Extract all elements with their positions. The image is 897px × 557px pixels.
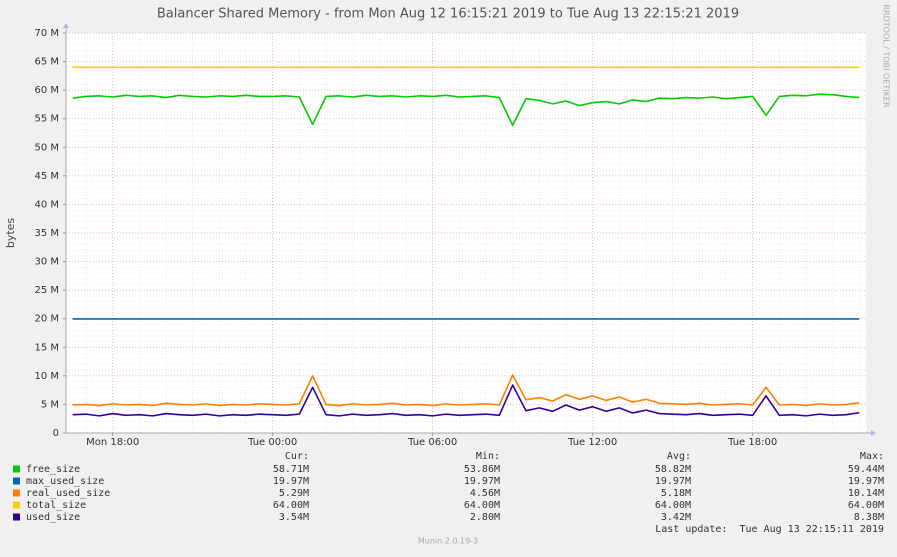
legend-label: max_used_size: [26, 476, 104, 487]
legend-stat: 10.14M: [848, 488, 884, 499]
footer: Munin 2.0.19-3: [418, 537, 478, 546]
stat-header: Cur:: [285, 451, 309, 462]
legend-stat: 5.18M: [661, 488, 691, 499]
legend-stat: 4.56M: [470, 488, 500, 499]
legend-label: used_size: [26, 512, 80, 523]
stat-header: Max:: [860, 451, 884, 462]
y-tick-label: 5 M: [41, 399, 59, 410]
legend-swatch: [13, 489, 20, 497]
legend-stat: 5.29M: [279, 488, 309, 499]
axis-arrow: [871, 430, 876, 436]
legend-stat: 2.80M: [470, 512, 500, 523]
legend-swatch: [13, 501, 20, 509]
legend-stat: 64.00M: [464, 500, 500, 511]
legend-swatch: [13, 465, 20, 473]
legend-stat: 3.54M: [279, 512, 309, 523]
legend-label: real_used_size: [26, 488, 110, 499]
y-tick-label: 30 M: [34, 257, 59, 268]
y-tick-label: 25 M: [34, 285, 59, 296]
series-line: [72, 384, 860, 417]
y-tick-label: 40 M: [34, 199, 59, 210]
chart-title: Balancer Shared Memory - from Mon Aug 12…: [157, 7, 739, 22]
x-tick-label: Tue 18:00: [727, 437, 777, 448]
y-tick-label: 55 M: [34, 114, 59, 125]
legend-swatch: [13, 513, 20, 521]
y-axis-label: bytes: [4, 218, 17, 249]
legend-stat: 19.97M: [464, 476, 500, 487]
legend-label: total_size: [26, 500, 86, 511]
legend-stat: 3.42M: [661, 512, 691, 523]
legend-stat: 64.00M: [848, 500, 884, 511]
x-tick-label: Tue 00:00: [247, 437, 297, 448]
legend-stat: 59.44M: [848, 464, 884, 475]
side-text: RRDTOOL / TOBI OETIKER: [882, 4, 891, 107]
legend-stat: 8.38M: [854, 512, 884, 523]
y-tick-label: 35 M: [34, 228, 59, 239]
legend-stat: 19.97M: [655, 476, 691, 487]
y-tick-label: 65 M: [34, 57, 59, 68]
legend-swatch: [13, 477, 20, 485]
y-tick-label: 0: [53, 428, 59, 439]
x-tick-label: Tue 06:00: [407, 437, 457, 448]
axis-arrow: [63, 23, 69, 28]
legend-label: free_size: [26, 464, 80, 475]
legend-stat: 19.97M: [848, 476, 884, 487]
y-tick-label: 50 M: [34, 142, 59, 153]
x-tick-label: Tue 12:00: [567, 437, 617, 448]
series-line: [72, 374, 860, 407]
y-tick-label: 70 M: [34, 28, 59, 39]
y-tick-label: 15 M: [34, 342, 59, 353]
legend-stat: 64.00M: [273, 500, 309, 511]
y-tick-label: 60 M: [34, 85, 59, 96]
y-tick-label: 20 M: [34, 314, 59, 325]
series-line: [72, 93, 860, 127]
y-tick-label: 10 M: [34, 371, 59, 382]
legend-stat: 64.00M: [655, 500, 691, 511]
last-update: Last update: Tue Aug 13 22:15:11 2019: [655, 524, 884, 535]
x-tick-label: Mon 18:00: [86, 437, 139, 448]
y-tick-label: 45 M: [34, 171, 59, 182]
stat-header: Min:: [476, 451, 500, 462]
legend-stat: 53.86M: [464, 464, 500, 475]
legend-stat: 58.82M: [655, 464, 691, 475]
legend-stat: 58.71M: [273, 464, 309, 475]
legend-stat: 19.97M: [273, 476, 309, 487]
stat-header: Avg:: [667, 451, 691, 462]
